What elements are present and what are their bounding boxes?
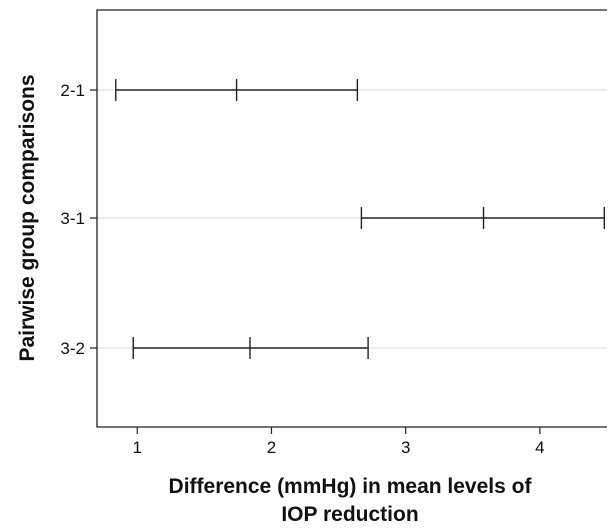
- x-axis: 1 2 3 4: [133, 427, 545, 457]
- y-axis: 2-1 3-1 3-2: [60, 81, 97, 358]
- y-tick-label-2: 3-2: [60, 339, 85, 358]
- x-tick-label-2: 3: [401, 438, 410, 457]
- interval-3-1: [360, 207, 606, 229]
- y-axis-title: Pairwise group comparisons: [16, 74, 39, 361]
- interval-series: [115, 79, 606, 359]
- x-tick-label-3: 4: [535, 438, 544, 457]
- grid-lines: [97, 89, 607, 349]
- x-tick-label-1: 2: [267, 438, 276, 457]
- x-tick-label-0: 1: [133, 438, 142, 457]
- x-axis-title-line-2: IOP reduction: [281, 503, 418, 526]
- y-tick-label-0: 2-1: [60, 81, 85, 100]
- interval-2-1: [115, 79, 359, 101]
- interval-3-2: [132, 337, 369, 359]
- y-tick-label-1: 3-1: [60, 209, 85, 228]
- x-axis-title-line-1: Difference (mmHg) in mean levels of: [169, 475, 533, 498]
